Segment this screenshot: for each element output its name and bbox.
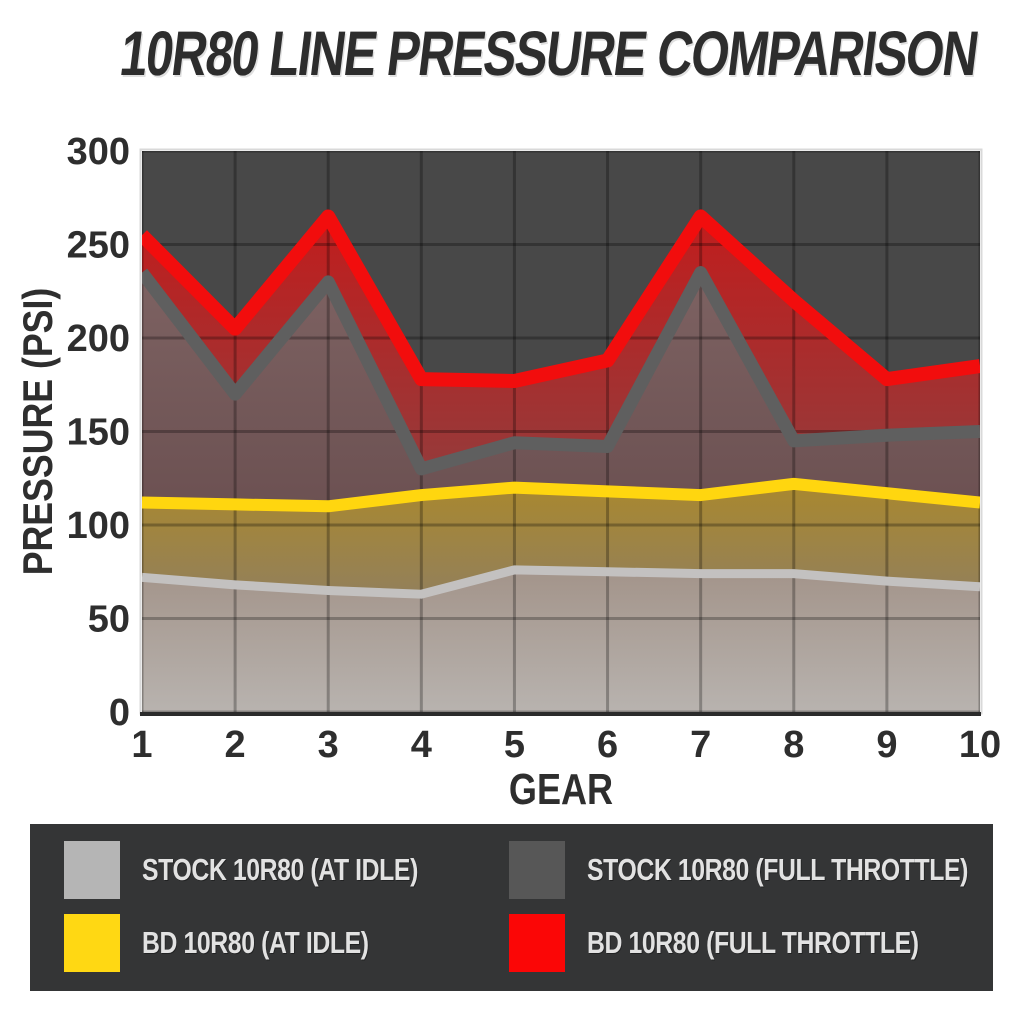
- y-tick-labels: 0 50 100 150 200 250 300: [67, 131, 130, 734]
- x-tick-label: 1: [131, 724, 152, 766]
- legend-swatch-stock-full-throttle: [509, 841, 565, 900]
- x-tick-label: 4: [411, 724, 432, 766]
- legend-swatch-stock-idle: [64, 841, 120, 900]
- x-tick-label: 6: [597, 724, 618, 766]
- series-line-stock-10r80-full-throttle: [142, 266, 980, 476]
- x-tick-label: 10: [959, 724, 1001, 766]
- legend-label-bd-idle: BD 10R80 (AT IDLE): [142, 924, 369, 960]
- area-fill-stock-10r80-at-idle: [142, 569, 980, 712]
- x-tick-label: 3: [318, 724, 339, 766]
- x-tick-label: 8: [783, 724, 804, 766]
- x-axis-title-text: GEAR: [509, 765, 613, 814]
- x-tick-labels: 1 2 3 4 5 6 7 8 9 10: [131, 724, 1001, 766]
- x-tick-label: 9: [876, 724, 897, 766]
- legend-item-stock-full-throttle: STOCK 10R80 (FULL THROTTLE): [475, 834, 1024, 907]
- legend-swatch-bd-idle: [64, 913, 120, 972]
- legend-label-stock-full-throttle: STOCK 10R80 (FULL THROTTLE): [587, 852, 968, 888]
- y-tick-label: 0: [109, 692, 130, 734]
- y-tick-label: 200: [67, 318, 130, 360]
- series-line-bd-10r80-at-idle: [142, 477, 980, 513]
- legend-item-bd-idle: BD 10R80 (AT IDLE): [30, 907, 475, 980]
- y-axis-title-text: PRESSURE (PSI): [15, 288, 61, 576]
- y-axis-title: PRESSURE (PSI): [15, 288, 61, 576]
- y-tick-label: 100: [67, 505, 130, 547]
- legend-item-stock-idle: STOCK 10R80 (AT IDLE): [30, 834, 475, 907]
- legend-swatch-bd-full-throttle: [509, 913, 565, 972]
- series-line-stock-10r80-at-idle: [142, 565, 980, 599]
- x-axis-title: GEAR: [509, 765, 613, 814]
- y-tick-label: 150: [67, 412, 130, 454]
- legend-label-bd-full-throttle: BD 10R80 (FULL THROTTLE): [587, 924, 919, 960]
- y-tick-label: 300: [67, 131, 130, 173]
- y-tick-label: 50: [88, 599, 130, 641]
- line-pressure-chart: 0 50 100 150 200 250 300 1 2 3 4 5 6 7 8 9 10 GEAR PRESSUR…: [15, 131, 1001, 814]
- legend: STOCK 10R80 (AT IDLE) STOCK 10R80 (FULL …: [30, 824, 993, 991]
- series-line-bd-10r80-full-throttle: [142, 209, 980, 389]
- x-tick-label: 5: [504, 724, 525, 766]
- y-tick-label: 250: [67, 225, 130, 267]
- x-tick-label: 7: [690, 724, 711, 766]
- legend-label-stock-idle: STOCK 10R80 (AT IDLE): [142, 852, 418, 888]
- legend-item-bd-full-throttle: BD 10R80 (FULL THROTTLE): [475, 907, 1024, 980]
- plot-area: [142, 151, 980, 712]
- x-tick-label: 2: [225, 724, 246, 766]
